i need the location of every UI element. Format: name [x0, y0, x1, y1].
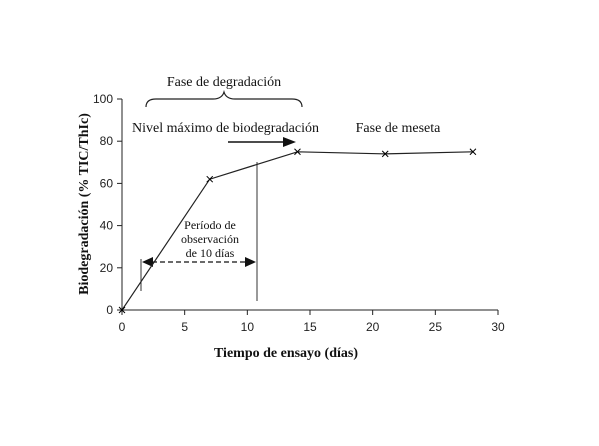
observation-label-line2: observación [181, 232, 239, 246]
x-tick-label: 30 [491, 320, 505, 334]
degradation-phase-brace [145, 89, 303, 108]
x-tick-label: 15 [303, 320, 317, 334]
observation-label-line1: Período de [184, 218, 236, 232]
max-level-label: Nivel máximo de biodegradación [132, 121, 319, 136]
x-ticks: 0 5 10 15 20 25 30 [119, 310, 505, 334]
data-point-marker [118, 306, 126, 314]
data-point-marker [206, 175, 214, 183]
data-point-marker [294, 148, 301, 156]
degradation-phase-label: Fase de degradación [167, 75, 281, 90]
observation-arrowhead-left [142, 257, 153, 267]
y-tick-label: 40 [100, 219, 114, 233]
y-ticks: 0 20 40 60 80 100 [93, 92, 122, 317]
y-tick-label: 100 [93, 92, 113, 106]
max-level-arrowhead [283, 137, 296, 147]
y-tick-label: 20 [100, 261, 114, 275]
y-axis-title: Biodegradación (% TIC/ThIc) [77, 113, 92, 295]
biodegradation-series-line [121, 151, 473, 311]
data-point-marker [469, 148, 477, 156]
y-tick-label: 0 [106, 303, 113, 317]
x-tick-label: 10 [241, 320, 255, 334]
x-tick-label: 5 [181, 320, 188, 334]
observation-arrowhead-right [245, 257, 256, 267]
data-point-marker [381, 150, 389, 158]
plateau-phase-label: Fase de meseta [356, 121, 442, 136]
observation-label-line3: de 10 días [186, 246, 235, 260]
x-axis-title: Tiempo de ensayo (días) [214, 346, 358, 361]
x-tick-label: 20 [366, 320, 380, 334]
x-tick-label: 25 [429, 320, 443, 334]
y-tick-label: 80 [100, 134, 114, 148]
y-tick-label: 60 [100, 176, 114, 190]
x-tick-label: 0 [119, 320, 126, 334]
data-markers [118, 148, 477, 314]
